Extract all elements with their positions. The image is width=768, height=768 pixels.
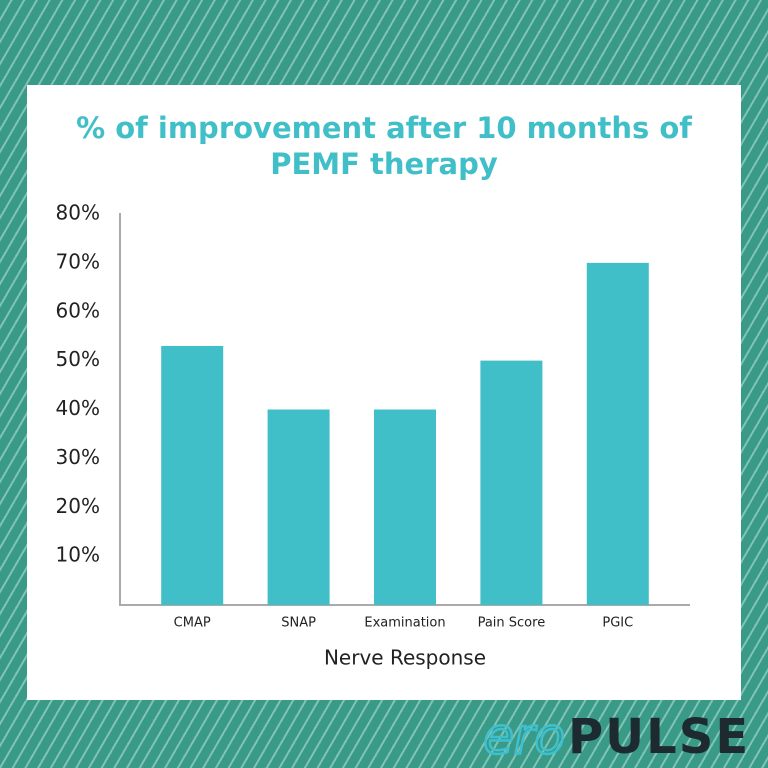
x-axis-label: Nerve Response (324, 646, 486, 670)
y-tick-label: 20% (56, 494, 100, 518)
y-tick-label: 50% (56, 347, 100, 371)
x-tick-label: PGIC (602, 616, 633, 631)
x-tick-label: SNAP (281, 616, 316, 631)
x-tick-label: CMAP (174, 616, 211, 631)
bar (161, 345, 224, 605)
bar (374, 409, 436, 605)
chart-title: PEMF therapy (270, 147, 498, 181)
x-tick-label: Examination (364, 616, 445, 631)
bar (267, 409, 330, 605)
chart-title: % of improvement after 10 months of (76, 111, 692, 145)
y-tick-label: 40% (56, 396, 100, 420)
y-tick-label: 30% (56, 445, 100, 469)
bar (480, 360, 543, 605)
y-tick-label: 80% (56, 201, 100, 225)
y-tick-label: 60% (56, 298, 100, 322)
x-tick-label: Pain Score (478, 616, 546, 631)
bar (586, 262, 649, 605)
y-tick-label: 70% (56, 249, 100, 273)
logo-text: PULSE (568, 709, 750, 765)
logo-text: ero (483, 708, 565, 766)
y-tick-label: 10% (56, 543, 100, 567)
